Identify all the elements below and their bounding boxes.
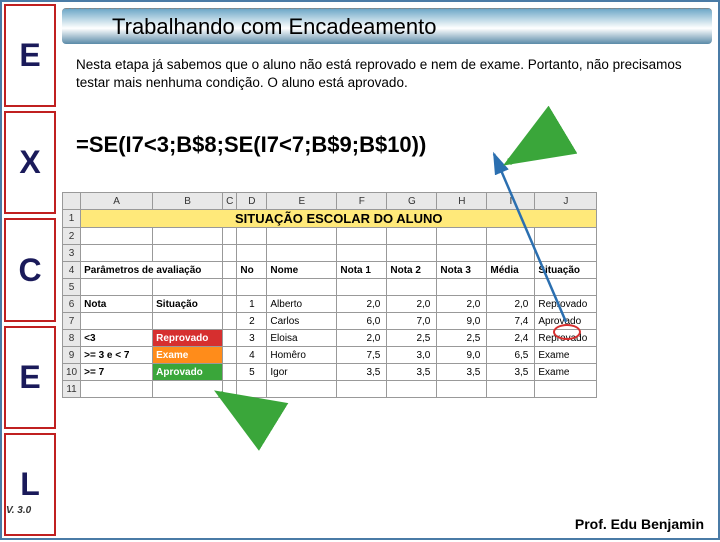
spreadsheet-table: ABCDEFGHIJ 1 SITUAÇÃO ESCOLAR DO ALUNO 234 P…: [62, 192, 597, 398]
col-header: A: [81, 193, 153, 210]
stu-nome: Eloisa: [267, 330, 337, 347]
header-bar: Trabalhando com Encadeamento: [62, 8, 712, 44]
stu-n2: 2,0: [387, 296, 437, 313]
col-header: B: [153, 193, 223, 210]
stu-sit: Exame: [535, 347, 597, 364]
stu-n2: 3,0: [387, 347, 437, 364]
stu-n2: 2,5: [387, 330, 437, 347]
version-label: V. 3.0: [6, 505, 31, 516]
stu-media: 3,5: [487, 364, 535, 381]
data-header: No: [237, 262, 267, 279]
data-header: Situação: [535, 262, 597, 279]
slide-title: Trabalhando com Encadeamento: [112, 14, 437, 40]
data-header: Nota 3: [437, 262, 487, 279]
col-header: D: [237, 193, 267, 210]
col-header: F: [337, 193, 387, 210]
data-header: Nome: [267, 262, 337, 279]
stu-sit: Aprovado: [535, 313, 597, 330]
stu-n1: 2,0: [337, 330, 387, 347]
stu-n2: 3,5: [387, 364, 437, 381]
col-header: G: [387, 193, 437, 210]
col-header: E: [267, 193, 337, 210]
param-rule: >= 7: [81, 364, 153, 381]
stu-sit: Reprovado: [535, 296, 597, 313]
professor-label: Prof. Edu Benjamin: [575, 516, 704, 532]
formula-text: =SE(I7<3;B$8;SE(I7<7;B$9;B$10)): [76, 132, 426, 158]
stu-no: 5: [237, 364, 267, 381]
stu-n3: 2,0: [437, 296, 487, 313]
stu-media: 6,5: [487, 347, 535, 364]
stu-n1: 2,0: [337, 296, 387, 313]
param-section: Parâmetros de avaliação: [81, 262, 223, 279]
param-hdr: Situação: [153, 296, 223, 313]
data-header: Nota 1: [337, 262, 387, 279]
param-status: Exame: [153, 347, 223, 364]
stu-no: 3: [237, 330, 267, 347]
stu-n1: 7,5: [337, 347, 387, 364]
stu-sit: Reprovado: [535, 330, 597, 347]
param-status: Aprovado: [153, 364, 223, 381]
description-text: Nesta etapa já sabemos que o aluno não e…: [76, 56, 708, 92]
sheet-title: SITUAÇÃO ESCOLAR DO ALUNO: [81, 210, 597, 228]
stu-n2: 7,0: [387, 313, 437, 330]
sidebar: EXCEL: [2, 2, 58, 538]
sidebar-letter: E: [4, 4, 56, 107]
stu-n3: 2,5: [437, 330, 487, 347]
param-status: Reprovado: [153, 330, 223, 347]
stu-media: 2,0: [487, 296, 535, 313]
stu-nome: Carlos: [267, 313, 337, 330]
stu-no: 4: [237, 347, 267, 364]
stu-no: 1: [237, 296, 267, 313]
stu-media: 7,4: [487, 313, 535, 330]
sidebar-letter: C: [4, 218, 56, 321]
stu-n3: 9,0: [437, 313, 487, 330]
col-header: I: [487, 193, 535, 210]
col-header: C: [223, 193, 237, 210]
stu-nome: Homêro: [267, 347, 337, 364]
col-header: J: [535, 193, 597, 210]
stu-n3: 9,0: [437, 347, 487, 364]
param-rule: <3: [81, 330, 153, 347]
col-header: H: [437, 193, 487, 210]
stu-n1: 6,0: [337, 313, 387, 330]
stu-no: 2: [237, 313, 267, 330]
stu-sit: Exame: [535, 364, 597, 381]
stu-nome: Igor: [267, 364, 337, 381]
data-header: Nota 2: [387, 262, 437, 279]
param-hdr: Nota: [81, 296, 153, 313]
stu-n3: 3,5: [437, 364, 487, 381]
slide: EXCEL Trabalhando com Encadeamento Nesta…: [0, 0, 720, 540]
sidebar-letter: E: [4, 326, 56, 429]
stu-nome: Alberto: [267, 296, 337, 313]
sidebar-letter: L: [4, 433, 56, 536]
sidebar-letter: X: [4, 111, 56, 214]
data-header: Média: [487, 262, 535, 279]
param-rule: >= 3 e < 7: [81, 347, 153, 364]
spreadsheet: ABCDEFGHIJ 1 SITUAÇÃO ESCOLAR DO ALUNO 234 P…: [62, 192, 710, 398]
stu-n1: 3,5: [337, 364, 387, 381]
stu-media: 2,4: [487, 330, 535, 347]
